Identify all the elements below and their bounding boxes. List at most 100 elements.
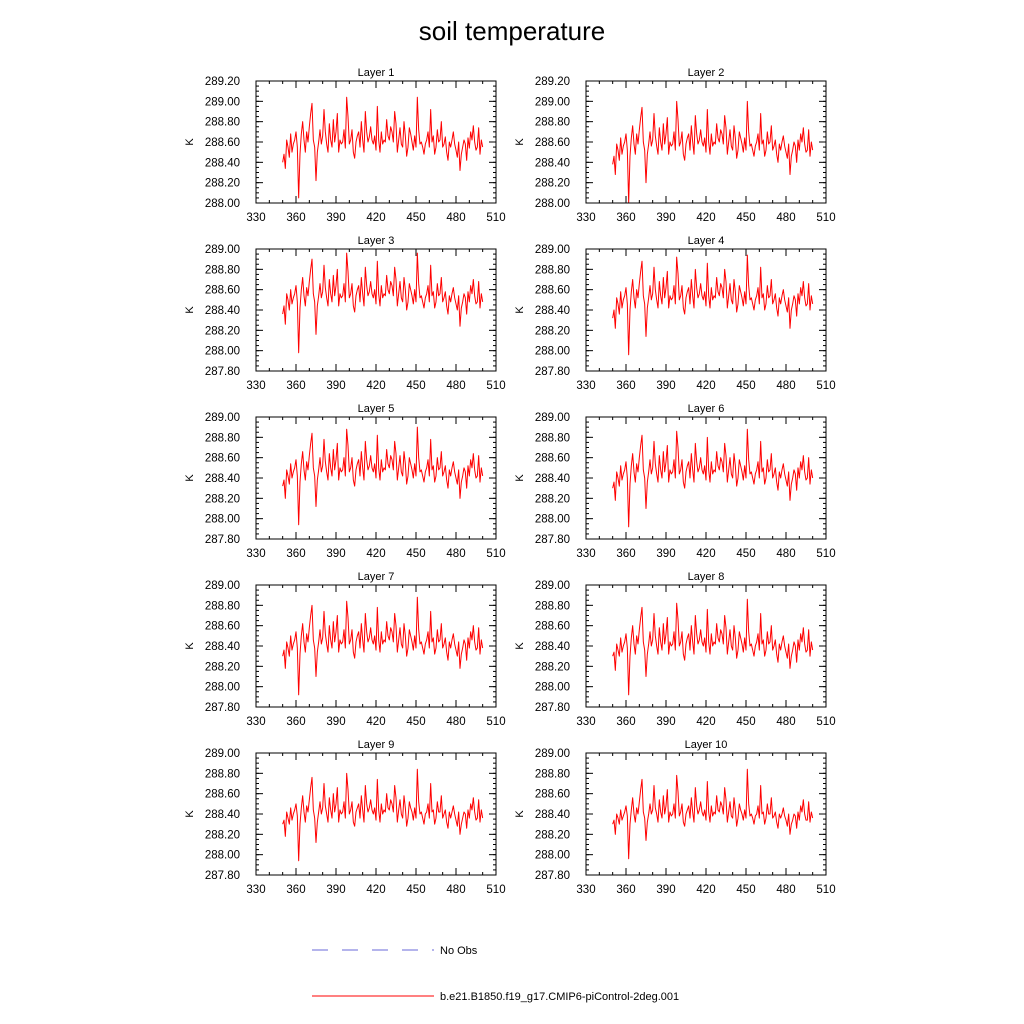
x-tick-label: 510 [486,212,505,224]
x-tick-label: 390 [326,212,345,224]
y-tick-label: 288.40 [535,305,570,317]
y-tick-label: 288.00 [205,514,240,526]
y-tick-label: 288.80 [535,768,570,780]
plot-frame [255,584,497,708]
x-tick-label: 330 [246,548,265,560]
x-tick-label: 360 [616,884,635,896]
x-tick-label: 480 [776,380,795,392]
series-line [282,596,484,696]
x-tick-label: 360 [616,212,635,224]
y-tick-label: 288.00 [205,682,240,694]
y-tick-label: 288.60 [535,453,570,465]
panel-title: Layer 1 [358,67,395,79]
x-tick-label: 390 [656,548,675,560]
y-tick-label: 288.20 [535,493,570,505]
y-tick-label: 288.60 [535,285,570,297]
y-tick-label: 288.20 [205,493,240,505]
x-tick-label: 450 [406,716,425,728]
x-tick-label: 450 [736,716,755,728]
panel-layer-4: Layer 4 K 330 360 390 420 450 480 510 287.80 288.0… [514,235,836,392]
panel-layer-2: Layer 2 K 330 360 390 420 450 480 510 288.00 288.2… [514,67,836,224]
y-tick-label: 288.40 [205,305,240,317]
x-tick-label: 420 [696,548,715,560]
y-tick-label: 289.00 [535,244,570,256]
y-axis-label: K [514,306,526,314]
legend: No Obs b.e21.B1850.f19_g17.CMIP6-piContr… [312,945,679,1003]
x-tick-label: 390 [326,380,345,392]
x-tick-label: 510 [816,212,835,224]
y-tick-label: 288.00 [205,346,240,358]
y-tick-label: 288.80 [535,600,570,612]
plot-frame [255,752,497,876]
y-tick-label: 289.00 [205,96,240,108]
x-tick-label: 450 [736,380,755,392]
y-tick-label: 288.40 [535,157,570,169]
x-tick-label: 480 [776,884,795,896]
x-tick-label: 480 [446,716,465,728]
y-tick-label: 288.80 [205,117,240,129]
y-tick-label: 288.40 [535,473,570,485]
y-tick-label: 287.80 [535,870,570,882]
x-tick-label: 390 [656,716,675,728]
x-tick-label: 480 [776,716,795,728]
y-axis-label: K [514,642,526,650]
y-tick-label: 287.80 [535,366,570,378]
panel-title: Layer 10 [685,739,728,751]
panel-title: Layer 6 [688,403,725,415]
x-tick-label: 390 [326,884,345,896]
y-tick-label: 288.80 [535,264,570,276]
x-tick-label: 480 [446,380,465,392]
x-tick-label: 360 [286,380,305,392]
y-tick-label: 288.60 [205,789,240,801]
y-tick-label: 288.80 [205,768,240,780]
x-tick-label: 420 [366,716,385,728]
x-tick-label: 450 [406,548,425,560]
x-tick-label: 510 [816,380,835,392]
y-tick-label: 288.80 [205,264,240,276]
panel-layer-1: Layer 1 K 330 360 390 420 450 480 510 288.00 288.2… [184,67,506,224]
plot-frame [585,416,827,540]
y-tick-label: 289.00 [535,96,570,108]
x-tick-label: 390 [326,716,345,728]
panel-layer-6: Layer 6 K 330 360 390 420 450 480 510 287.80 288.0… [514,403,836,560]
x-tick-label: 420 [366,380,385,392]
x-tick-label: 480 [776,548,795,560]
x-tick-label: 510 [816,884,835,896]
x-tick-label: 510 [816,716,835,728]
x-tick-label: 420 [696,380,715,392]
x-tick-label: 360 [286,212,305,224]
y-axis-label: K [184,306,196,314]
x-tick-label: 420 [696,716,715,728]
x-tick-label: 360 [616,548,635,560]
y-tick-label: 288.40 [205,641,240,653]
y-tick-label: 288.40 [205,157,240,169]
x-tick-label: 390 [326,548,345,560]
series-line [282,426,484,526]
x-tick-label: 450 [406,212,425,224]
x-tick-label: 510 [816,548,835,560]
y-tick-label: 289.20 [205,76,240,88]
y-tick-label: 288.60 [535,789,570,801]
y-axis-label: K [184,810,196,818]
legend-model-label: b.e21.B1850.f19_g17.CMIP6-piControl-2deg… [440,991,679,1003]
y-tick-label: 288.00 [535,850,570,862]
y-tick-label: 288.60 [535,137,570,149]
panel-layer-8: Layer 8 K 330 360 390 420 450 480 510 287.80 288.0… [514,571,836,728]
x-tick-label: 360 [616,380,635,392]
series-line [612,254,814,356]
y-tick-label: 289.00 [535,580,570,592]
x-tick-label: 420 [696,884,715,896]
y-axis-label: K [514,810,526,818]
x-tick-label: 330 [576,884,595,896]
panel-title: Layer 8 [688,571,725,583]
x-tick-label: 480 [776,212,795,224]
y-tick-label: 287.80 [205,534,240,546]
x-tick-label: 390 [656,380,675,392]
x-tick-label: 450 [406,380,425,392]
y-tick-label: 288.00 [205,850,240,862]
x-tick-label: 450 [406,884,425,896]
y-tick-label: 289.00 [205,412,240,424]
y-tick-label: 288.80 [535,117,570,129]
plot-frame [255,416,497,540]
plot-frame [585,248,827,372]
